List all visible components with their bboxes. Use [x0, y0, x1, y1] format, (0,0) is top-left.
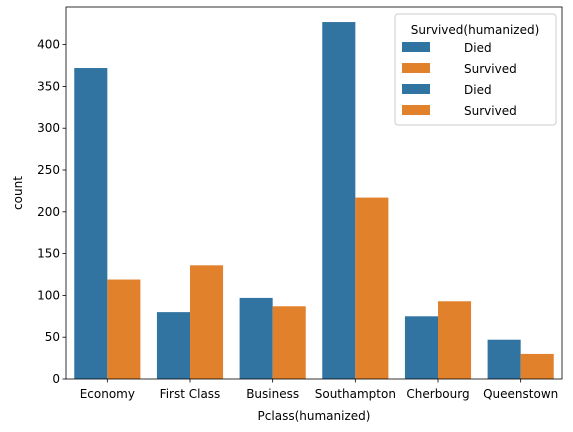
- bar-died-first-class: [156, 312, 190, 379]
- x-tick-label: Cherbourg: [406, 387, 469, 401]
- y-tick-label: 300: [37, 121, 60, 135]
- bar-died-queenstown: [487, 339, 521, 379]
- legend-box: [394, 13, 557, 126]
- y-axis-label: count: [11, 176, 25, 210]
- bar-died-business: [239, 297, 273, 379]
- x-axis-label: Pclass(humanized): [258, 409, 371, 423]
- legend-swatch-died: [402, 84, 430, 94]
- legend: Survived(humanized) Died Survived Died Surv…: [394, 13, 557, 126]
- legend-swatch-survived: [402, 63, 430, 73]
- x-tick-label: Queenstown: [483, 387, 558, 401]
- x-tick-label: First Class: [160, 387, 221, 401]
- bar-survived-southampton: [355, 197, 389, 379]
- y-tick-label: 250: [37, 163, 60, 177]
- legend-label-survived: Survived: [464, 104, 517, 118]
- y-tick-label: 400: [37, 38, 60, 52]
- x-tick-label: Economy: [80, 387, 135, 401]
- y-tick-label: 200: [37, 205, 60, 219]
- plot-frame: [65, 6, 563, 380]
- bar-survived-business: [272, 306, 306, 379]
- bar-died-southampton: [322, 22, 356, 380]
- bar-died-economy: [74, 68, 108, 379]
- y-tick-label: 50: [45, 330, 60, 344]
- legend-label-survived: Survived: [464, 62, 517, 76]
- bar-survived-queenstown: [520, 353, 554, 379]
- legend-swatch-died: [402, 42, 430, 52]
- y-tick-label: 150: [37, 247, 60, 261]
- legend-swatch-survived: [402, 105, 430, 115]
- y-tick-label: 100: [37, 288, 60, 302]
- y-tick-label: 350: [37, 79, 60, 93]
- bar-survived-economy: [107, 279, 141, 379]
- bar-survived-cherbourg: [438, 301, 472, 379]
- x-tick-label: Southampton: [315, 387, 396, 401]
- bars-group: [74, 22, 554, 380]
- bar-survived-first-class: [190, 265, 224, 379]
- bar-died-cherbourg: [404, 316, 438, 379]
- legend-title: Survived(humanized): [411, 23, 540, 37]
- x-tick-label: Business: [246, 387, 299, 401]
- legend-label-died: Died: [464, 41, 492, 55]
- x-axis-ticks: Economy First Class Business Southampton Che…: [80, 379, 558, 401]
- y-axis-ticks: 0 50 100 150 200 250 300 350 400: [37, 38, 66, 386]
- y-tick-label: 0: [52, 372, 60, 386]
- legend-label-died: Died: [464, 83, 492, 97]
